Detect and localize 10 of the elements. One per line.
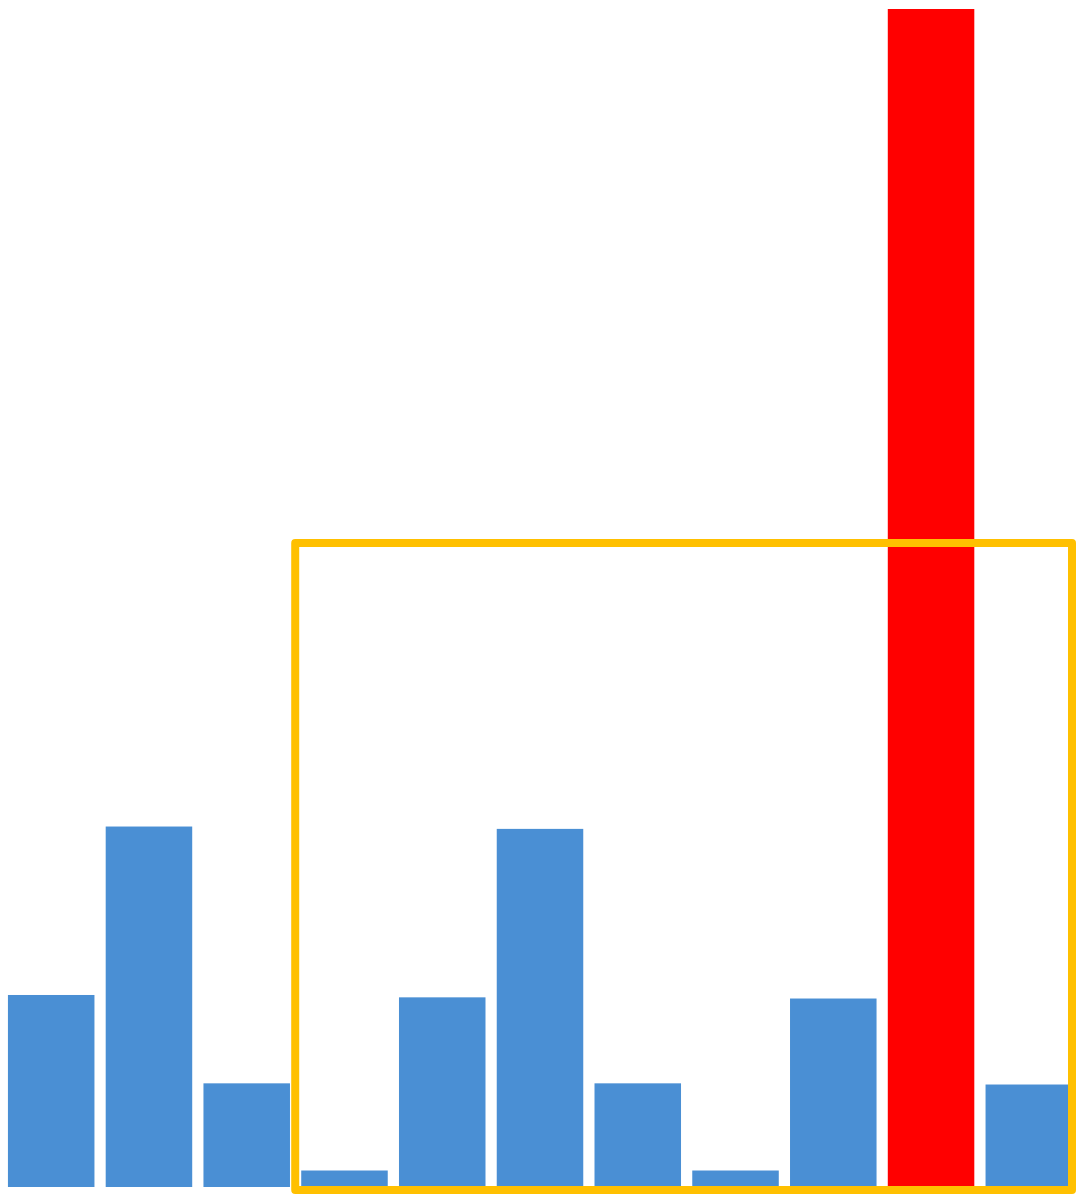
bar bbox=[301, 1170, 388, 1187]
bar bbox=[790, 998, 877, 1187]
bar bbox=[203, 1083, 290, 1187]
bar bbox=[692, 1170, 779, 1187]
bar bbox=[398, 997, 486, 1187]
bar bbox=[105, 826, 193, 1187]
bar bbox=[887, 9, 975, 1187]
bar bbox=[594, 1083, 682, 1187]
bar bbox=[496, 828, 584, 1187]
bar bbox=[7, 994, 95, 1187]
